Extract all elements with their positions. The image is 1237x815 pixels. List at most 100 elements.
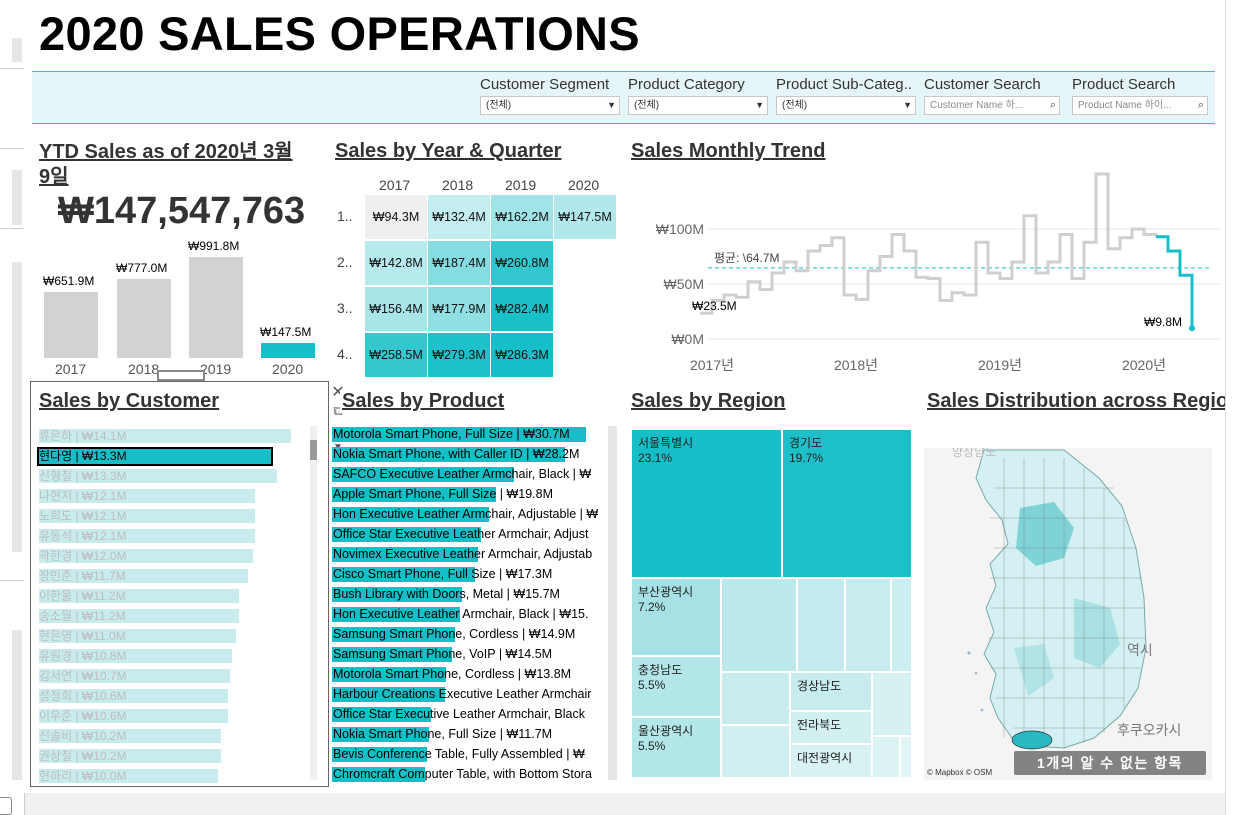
product-bar-row[interactable]: Hon Executive Leather Armchair, Adjustab…	[332, 506, 600, 522]
product-bar-row[interactable]: Office Star Executive Leather Armchair, …	[332, 706, 600, 722]
strip-handle[interactable]	[12, 170, 22, 225]
heatmap-cell[interactable]: ₩187.4M	[428, 241, 490, 285]
product-bar[interactable]	[332, 667, 446, 682]
treemap-tile-small[interactable]	[845, 578, 891, 672]
treemap-tile[interactable]: 울산광역시 5.5%	[631, 717, 721, 778]
window-scrollbar[interactable]	[1225, 0, 1237, 815]
heatmap-cell[interactable]: ₩162.2M	[491, 195, 553, 239]
product-bar-row[interactable]: Nokia Smart Phone, with Caller ID | ₩28.…	[332, 446, 600, 462]
product-bar[interactable]	[332, 647, 452, 662]
product-bar-row[interactable]: Bush Library with Doors, Metal | ₩15.7M	[332, 586, 600, 602]
customer-bar[interactable]: 현다영 | ₩13.3M	[37, 447, 273, 466]
ytd-bar[interactable]	[117, 279, 171, 358]
product-scrollbar[interactable]	[608, 426, 617, 780]
customer-bar[interactable]: 신형철 | ₩13.3M	[39, 469, 277, 483]
popout-icon[interactable]: ⧉	[333, 403, 343, 418]
product-bar-row[interactable]: Bevis Conference Table, Fully Assembled …	[332, 746, 600, 762]
product-bar[interactable]	[332, 567, 475, 582]
treemap-tile[interactable]: 충청남도 5.5%	[631, 656, 721, 717]
scroll-thumb[interactable]	[310, 440, 317, 460]
heatmap-cell[interactable]: ₩94.3M	[365, 195, 427, 239]
strip-handle[interactable]	[12, 38, 22, 62]
customer-bar[interactable]: 성정희 | ₩10.6M	[39, 689, 228, 703]
product-bar[interactable]	[332, 747, 427, 762]
customer-bar[interactable]: 권상철 | ₩10.2M	[39, 749, 221, 763]
product-bar[interactable]	[332, 707, 431, 722]
heatmap-cell[interactable]: ₩132.4M	[428, 195, 490, 239]
heatmap-cell[interactable]: ₩147.5M	[554, 195, 616, 239]
heatmap-cell[interactable]: ₩260.8M	[491, 241, 553, 285]
resize-handle[interactable]	[157, 370, 205, 381]
ytd-bar[interactable]	[261, 343, 315, 358]
treemap-tile[interactable]: 서울특별시 23.1%	[631, 429, 782, 578]
product-bar-row[interactable]: Harbour Creations Executive Leather Armc…	[332, 686, 600, 702]
customer-bar[interactable]: 곽한경 | ₩12.0M	[39, 549, 253, 563]
ytd-bar[interactable]	[189, 257, 243, 358]
product-bar-row[interactable]: Cisco Smart Phone, Full Size | ₩17.3M	[332, 566, 600, 582]
customer-bar[interactable]: 노희도 | ₩12.1M	[39, 509, 255, 523]
treemap-tile-small[interactable]	[872, 672, 912, 736]
treemap-tile-small[interactable]	[900, 736, 912, 778]
treemap-tile[interactable]: 부산광역시 7.2%	[631, 578, 721, 656]
product-bar-row[interactable]: Samsung Smart Phone, VoIP | ₩14.5M	[332, 646, 600, 662]
customer-bar[interactable]: 송소월 | ₩11.2M	[39, 609, 239, 623]
product-bar[interactable]	[332, 547, 478, 562]
product-bar-row[interactable]: Chromcraft Computer Table, with Bottom S…	[332, 766, 600, 782]
dropdown-arrow-icon[interactable]: ▼	[755, 100, 764, 110]
treemap-tile-small[interactable]	[721, 672, 790, 725]
product-subcategory-dropdown[interactable]: (전체) ▼	[776, 96, 916, 115]
customer-bar[interactable]: 현하리 | ₩10.0M	[39, 769, 218, 783]
treemap-tile-small[interactable]	[797, 578, 845, 672]
region-map[interactable]: 양상남도 역시 후쿠오카시	[924, 448, 1212, 780]
product-bar[interactable]	[332, 767, 425, 782]
customer-scrollbar[interactable]	[310, 426, 317, 780]
product-bar[interactable]	[332, 467, 514, 482]
product-bar[interactable]	[332, 447, 565, 462]
strip-scroll-track[interactable]	[12, 630, 22, 780]
customer-panel[interactable]: Sales by Customer 류은하 | ₩14.1M 현다영 | ₩13.…	[30, 381, 329, 787]
product-search-input[interactable]: Product Name 하이... ⌕	[1072, 96, 1208, 115]
product-bar-row[interactable]: Apple Smart Phone, Full Size | ₩19.8M	[332, 486, 600, 502]
product-bar-row[interactable]: SAFCO Executive Leather Armchair, Black …	[332, 466, 600, 482]
strip-scroll-track[interactable]	[12, 262, 22, 552]
product-bar-row[interactable]: Nokia Smart Phone, Full Size | ₩11.7M	[332, 726, 600, 742]
treemap-tile[interactable]: 경기도 19.7%	[782, 429, 912, 578]
heatmap-cell[interactable]: ₩279.3M	[428, 333, 490, 377]
product-bar-row[interactable]: Office Star Executive Leather Armchair, …	[332, 526, 600, 542]
heatmap-cell[interactable]: ₩282.4M	[491, 287, 553, 331]
product-bar-row[interactable]: Novimex Executive Leather Armchair, Adju…	[332, 546, 600, 562]
product-category-dropdown[interactable]: (전체) ▼	[628, 96, 768, 115]
treemap-tile[interactable]: 전라북도	[790, 711, 872, 744]
customer-bar[interactable]: 이우준 | ₩10.6M	[39, 709, 228, 723]
treemap-tile-small[interactable]	[721, 725, 790, 778]
product-bar[interactable]	[332, 607, 460, 622]
strip-button[interactable]	[0, 797, 12, 815]
customer-bar[interactable]: 이한울 | ₩11.2M	[39, 589, 239, 603]
customer-bar[interactable]: 류은하 | ₩14.1M	[39, 429, 291, 443]
monthly-trend-chart[interactable]: ₩100M ₩50M ₩0M 2017년 2018년 2019년 2020년 평균: \64.…	[620, 168, 1220, 378]
dropdown-arrow-icon[interactable]: ▼	[607, 100, 616, 110]
heatmap-cell[interactable]: ₩258.5M	[365, 333, 427, 377]
heatmap-cell[interactable]: ₩286.3M	[491, 333, 553, 377]
treemap-tile-small[interactable]	[721, 578, 797, 672]
unknown-items-badge[interactable]: 1개의 알 수 없는 항목	[1014, 751, 1206, 775]
product-bar-row[interactable]: Motorola Smart Phone, Full Size | ₩30.7M	[332, 426, 600, 442]
ytd-bar[interactable]	[44, 292, 98, 358]
treemap-tile-small[interactable]	[872, 736, 900, 778]
customer-bar[interactable]: 신솔비 | ₩10.2M	[39, 729, 221, 743]
customer-bar[interactable]: 유동석 | ₩12.1M	[39, 529, 255, 543]
heatmap-cell[interactable]: ₩142.8M	[365, 241, 427, 285]
treemap-tile[interactable]: 대전광역시	[790, 744, 872, 778]
customer-bar[interactable]: 유원경 | ₩10.8M	[39, 649, 232, 663]
product-bar[interactable]	[332, 487, 496, 502]
treemap-tile-small[interactable]	[891, 578, 912, 672]
product-bar[interactable]	[332, 507, 489, 522]
product-bar-row[interactable]: Hon Executive Leather Armchair, Black | …	[332, 606, 600, 622]
product-bar-row[interactable]: Motorola Smart Phone, Cordless | ₩13.8M	[332, 666, 600, 682]
customer-search-input[interactable]: Customer Name 하... ⌕	[924, 96, 1060, 115]
customer-segment-dropdown[interactable]: (전체) ▼	[480, 96, 620, 115]
search-icon[interactable]: ⌕	[1197, 99, 1204, 111]
product-bar[interactable]	[332, 587, 462, 602]
customer-bar[interactable]: 장민준 | ₩11.7M	[39, 569, 248, 583]
product-bar[interactable]	[332, 427, 586, 442]
